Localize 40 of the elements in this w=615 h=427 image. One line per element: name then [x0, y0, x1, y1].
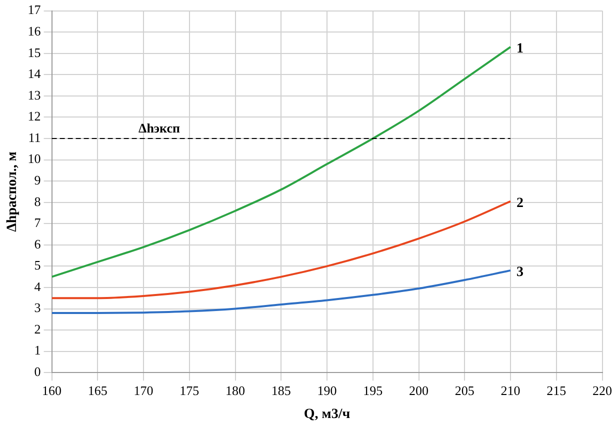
y-axis-title: Δhраспол., м [5, 151, 20, 232]
series-label: 3 [516, 265, 524, 280]
y-tick-label: 4 [34, 278, 42, 294]
y-tick-label: 0 [34, 364, 41, 380]
line-series [52, 46, 512, 278]
x-tick-label: 195 [363, 382, 383, 398]
y-tick-label: 13 [28, 87, 41, 102]
x-tick-label: 185 [271, 382, 291, 398]
x-tick-label: 205 [454, 382, 474, 398]
series-label: 1 [516, 42, 524, 57]
x-tick-label: 220 [592, 382, 612, 398]
series-label: 2 [516, 196, 524, 211]
y-tick-label: 15 [28, 44, 41, 60]
y-tick-label: 12 [28, 108, 41, 124]
y-tick-label: 3 [34, 300, 41, 316]
line-series [52, 269, 512, 314]
x-tick-label: 175 [180, 382, 200, 398]
x-tick-label: 210 [500, 382, 520, 398]
x-tick-label: 190 [317, 382, 337, 398]
y-tick-label: 11 [28, 130, 41, 145]
y-tick-label: 16 [28, 24, 42, 39]
x-tick-label: 180 [226, 382, 246, 398]
x-tick-label: 200 [409, 382, 429, 398]
y-tick-label: 6 [34, 236, 42, 252]
x-tick-label: 215 [546, 382, 566, 398]
y-tick-label: 7 [34, 215, 42, 230]
y-tick-label: 14 [28, 66, 42, 82]
x-tick-label: 165 [88, 382, 108, 398]
ref-line-label: Δhэксп [138, 120, 180, 136]
y-tick-label: 9 [34, 172, 41, 188]
y-tick-label: 17 [28, 2, 42, 18]
y-tick-label: 8 [34, 194, 41, 209]
x-tick-label: 160 [42, 382, 62, 398]
y-tick-label: 5 [34, 258, 41, 273]
line-series [52, 200, 512, 300]
y-tick-label: 1 [34, 342, 41, 358]
y-tick-label: 10 [28, 151, 41, 166]
y-tick-label: 2 [34, 321, 41, 336]
x-axis-title: Q, м3/ч [304, 407, 350, 422]
x-tick-label: 170 [134, 382, 154, 398]
